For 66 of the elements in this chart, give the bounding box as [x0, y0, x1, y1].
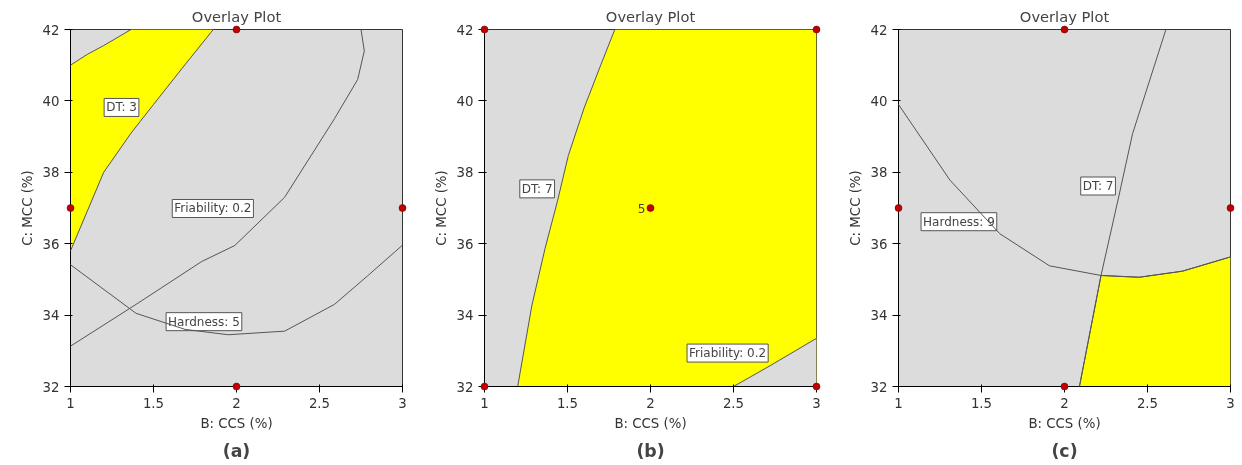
point [232, 25, 241, 34]
x-tick-label: 1 [894, 395, 903, 411]
y-axis-title: C: MCC (%) [847, 170, 863, 246]
annotation: DT: 3 [106, 100, 137, 115]
x-tick-label: 3 [812, 395, 821, 411]
x-tick-label: 1.5 [142, 395, 165, 411]
y-tick-label: 32 [870, 379, 888, 395]
annotation: 5 [637, 201, 646, 216]
x-tick-label: 2 [646, 395, 655, 411]
point [1060, 25, 1069, 34]
y-tick-label: 38 [42, 165, 60, 181]
y-tick-label: 40 [456, 93, 474, 109]
y-tick-label: 38 [870, 165, 888, 181]
text: (b) [636, 440, 665, 461]
y-axis-title: C: MCC (%) [433, 170, 449, 246]
x-tick-label: 2.5 [722, 395, 745, 411]
y-tick-label: 36 [870, 236, 888, 252]
y-tick-label: 38 [456, 165, 474, 181]
y-tick-label: 32 [42, 379, 60, 395]
annotation: Hardness: 5 [168, 314, 240, 329]
annotation: Friability: 0.2 [174, 201, 252, 216]
y-tick-label: 40 [870, 93, 888, 109]
point [232, 382, 241, 391]
x-tick-label: 1.5 [556, 395, 579, 411]
chart-title: Overlay Plot [1019, 7, 1110, 25]
point [812, 25, 821, 34]
x-tick-label: 2.5 [1136, 395, 1159, 411]
text: (c) [1051, 440, 1078, 461]
point [894, 204, 903, 212]
x-axis-title: B: CCS (%) [614, 415, 687, 431]
x-tick-label: 1 [480, 395, 489, 411]
x-tick-label: 3 [1226, 395, 1235, 411]
y-tick-label: 36 [456, 236, 474, 252]
point [812, 382, 821, 391]
chart-title: Overlay Plot [191, 7, 282, 25]
x-axis-title: B: CCS (%) [200, 415, 273, 431]
point [480, 25, 489, 34]
x-tick-label: 2 [232, 395, 241, 411]
y-tick-label: 34 [870, 308, 888, 324]
y-tick-label: 34 [42, 308, 60, 324]
annotation: DT: 7 [521, 181, 553, 196]
x-tick-label: 2 [1060, 395, 1069, 411]
y-tick-label: 42 [870, 22, 888, 38]
x-tick-label: 3 [398, 395, 407, 411]
y-tick-label: 32 [456, 379, 474, 395]
x-tick-label: 1 [66, 395, 75, 411]
point [1060, 382, 1069, 391]
y-tick-label: 42 [42, 22, 60, 38]
y-tick-label: 40 [42, 93, 60, 109]
chart-title: Overlay Plot [605, 7, 696, 25]
text: (a) [222, 440, 251, 461]
y-tick-label: 34 [456, 308, 474, 324]
y-tick-label: 36 [42, 236, 60, 252]
point [66, 204, 75, 212]
point [398, 204, 407, 212]
line-series [70, 29, 132, 66]
point [1226, 204, 1235, 212]
annotation: DT: 7 [1082, 179, 1114, 193]
x-tick-label: 1.5 [970, 395, 993, 411]
y-axis-title: C: MCC (%) [19, 170, 35, 246]
point [646, 204, 655, 212]
x-tick-label: 2.5 [308, 395, 331, 411]
x-axis-title: B: CCS (%) [1028, 415, 1101, 431]
point [480, 382, 489, 391]
annotation: Friability: 0.2 [689, 346, 767, 361]
y-tick-label: 42 [456, 22, 474, 38]
